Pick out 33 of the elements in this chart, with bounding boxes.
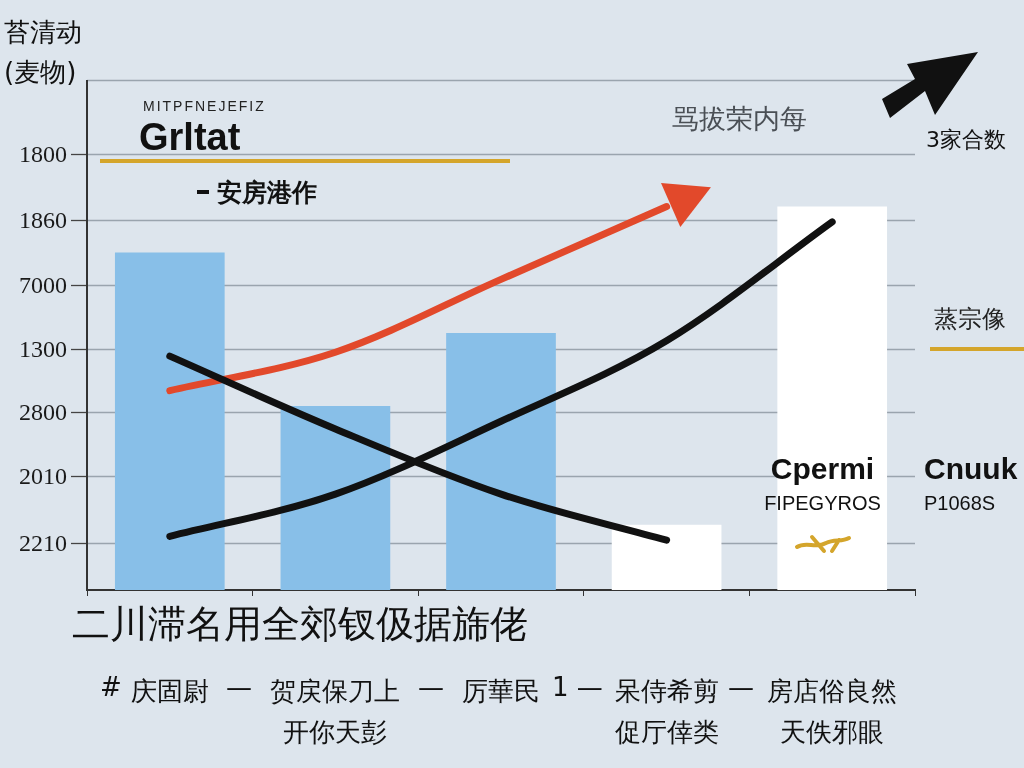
annotation: FIPEGYROS: [763, 492, 882, 514]
text: 2010: [19, 463, 67, 490]
text: —: [226, 672, 252, 702]
bar: [280, 405, 391, 590]
x-tick-label: 贺戻保刀上开你天彭: [270, 675, 401, 748]
bar: [611, 524, 722, 590]
x-tick-label: 厉華民: [462, 675, 540, 706]
text: 1300: [19, 335, 67, 363]
annotation: Cpermi: [769, 452, 876, 485]
text: 骂拔荣内每: [672, 103, 807, 134]
chart-title: Grltat: [139, 116, 241, 159]
text: —: [418, 672, 444, 702]
y-axis-title: 苔清动 (麦物): [4, 16, 83, 90]
x-tick-label: 呆侍希剪促厅倖类: [614, 675, 719, 748]
text: 1860: [19, 206, 67, 234]
text: 7000: [19, 272, 67, 299]
chart-subtitle: MITPFNEJEFIZ: [143, 98, 266, 115]
bar: [114, 252, 225, 590]
text: 蒸宗像: [934, 305, 1006, 333]
text: Cnuuk: [924, 452, 1018, 485]
x-tick-label: 庆固尉: [130, 675, 209, 706]
text: 1 —: [552, 672, 603, 702]
x-tick-label: 房店俗良然天佚邪眼: [767, 675, 898, 748]
bar: [446, 333, 556, 590]
text: 2800: [19, 399, 67, 426]
x-axis-title: 二川滞名用全郊钗伋据旆佬: [72, 602, 528, 646]
text: P1068S: [924, 492, 996, 514]
text: 1800: [19, 141, 67, 168]
text: 2210: [19, 529, 67, 556]
text: —: [728, 672, 754, 702]
legend-label: 安房港作: [217, 176, 317, 209]
text: 3家合数: [926, 127, 1006, 153]
text: #: [100, 672, 122, 702]
